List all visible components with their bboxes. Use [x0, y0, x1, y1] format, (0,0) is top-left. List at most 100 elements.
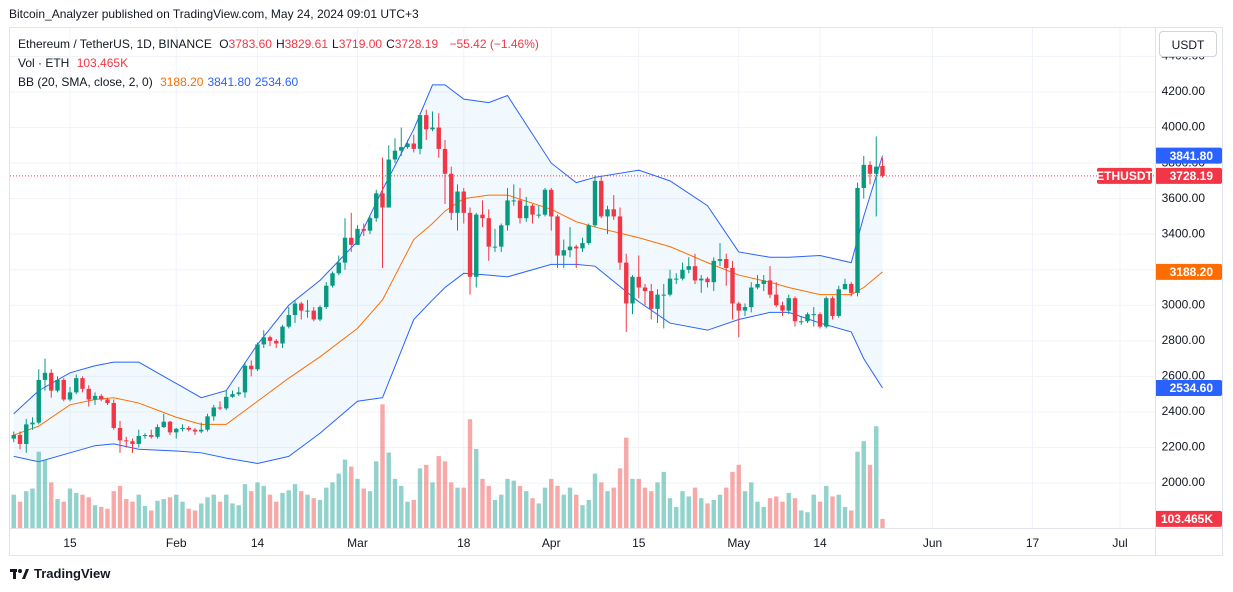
volume-bar [805, 512, 810, 528]
candle-body [211, 407, 216, 417]
candle-body [674, 278, 679, 280]
volume-bar [874, 426, 879, 528]
candle-body [174, 428, 179, 433]
volume-bar [855, 451, 860, 528]
candle-body [486, 218, 491, 247]
ohlc-key: O [219, 37, 229, 51]
volume-bar [542, 487, 548, 528]
volume-bar [605, 491, 610, 528]
candle-body [449, 173, 454, 213]
volume-bar [817, 501, 823, 528]
volume-bar [155, 500, 160, 528]
volume-bar [242, 484, 248, 528]
volume-bar [336, 473, 341, 528]
candle-body [492, 246, 498, 248]
candle-body [267, 337, 273, 341]
candle-body [755, 283, 760, 288]
x-tick-label: Jun [923, 536, 942, 550]
candle-body [167, 421, 173, 433]
volume-bar [224, 494, 229, 528]
candle-body [224, 396, 229, 409]
price-tag-label: 3841.80 [1170, 149, 1214, 163]
volume-bar [474, 449, 479, 528]
bb-value: 2534.60 [254, 75, 299, 89]
volume-bar [555, 485, 560, 528]
price-tag [1155, 167, 1222, 184]
volume-bar [405, 501, 410, 528]
volume-bar [305, 494, 310, 528]
candle-body [649, 291, 654, 309]
ohlc-key: H [275, 37, 285, 51]
candle-body [74, 378, 79, 393]
currency-button[interactable]: USDT [1159, 31, 1217, 57]
volume-value: 103.465K [76, 56, 129, 70]
candle-body [542, 189, 548, 215]
volume-bar [261, 485, 266, 528]
ohlc-values: O3783.60 H3829.61 L3719.00 C3728.19 [219, 37, 442, 51]
candle-body [142, 435, 148, 437]
volume-bar [17, 501, 23, 528]
candle-body [549, 189, 554, 217]
candle-body [874, 166, 879, 174]
candle-body [80, 378, 85, 389]
candle-body [130, 441, 135, 444]
volume-bar [680, 491, 685, 528]
volume-bar [580, 505, 585, 528]
volume-bar [392, 478, 398, 528]
volume-bar [742, 491, 748, 528]
volume-bar [99, 506, 104, 528]
volume-bar [830, 496, 835, 528]
ohlc-value: 3719.00 [338, 37, 383, 51]
candle-body [461, 191, 466, 213]
candle-body [655, 294, 660, 309]
volume-bar [417, 468, 423, 528]
candle-body [24, 424, 29, 444]
candle-body [830, 298, 835, 316]
candle-body [605, 209, 610, 217]
volume-bar [736, 464, 741, 528]
candle-body [817, 314, 823, 327]
volume-bar [349, 466, 354, 528]
candle-body [511, 200, 516, 202]
bb-value: 3841.80 [207, 75, 251, 89]
y-tick-label: 2400.00 [1162, 404, 1206, 418]
volume-bar [355, 478, 360, 528]
volume-bar [517, 485, 523, 528]
volume-bar [711, 499, 716, 528]
candle-body [192, 429, 198, 432]
y-tick-label: 4200.00 [1162, 84, 1206, 98]
candle-body [86, 388, 91, 400]
x-tick-label: 18 [457, 536, 471, 550]
candle-body [92, 395, 98, 400]
candle-body [380, 193, 385, 208]
volume-bar [342, 459, 348, 528]
volume-bar [111, 491, 116, 528]
legend-row: Ethereum / TetherUS, 1D, BINANCE O3783.6… [18, 35, 543, 54]
volume-bar [667, 498, 673, 528]
bb-basis-line [13, 194, 883, 436]
candle-body [786, 298, 791, 311]
volume-bar [655, 482, 660, 528]
candle-body [17, 435, 23, 444]
ohlc-key: C [386, 37, 395, 51]
candle-body [711, 260, 716, 283]
price-tag [1155, 263, 1222, 280]
volume-bar [211, 494, 216, 528]
volume-bar [367, 491, 373, 528]
volume-bar [361, 488, 366, 528]
volume-bar [249, 491, 254, 528]
volume-bar [380, 404, 385, 528]
volume-bar [430, 482, 435, 528]
legend-row: Vol · ETH 103.465K [18, 54, 543, 73]
volume-bar [767, 498, 773, 528]
volume-bar [824, 485, 829, 528]
candle-body [349, 237, 354, 245]
candle-body [161, 421, 166, 428]
candle-body [242, 365, 248, 393]
candle-body [861, 164, 866, 188]
volume-bar [61, 501, 66, 528]
volume-bar [55, 499, 60, 528]
candle-body [411, 143, 416, 149]
candle-body [255, 344, 260, 370]
volume-bar [599, 482, 604, 528]
